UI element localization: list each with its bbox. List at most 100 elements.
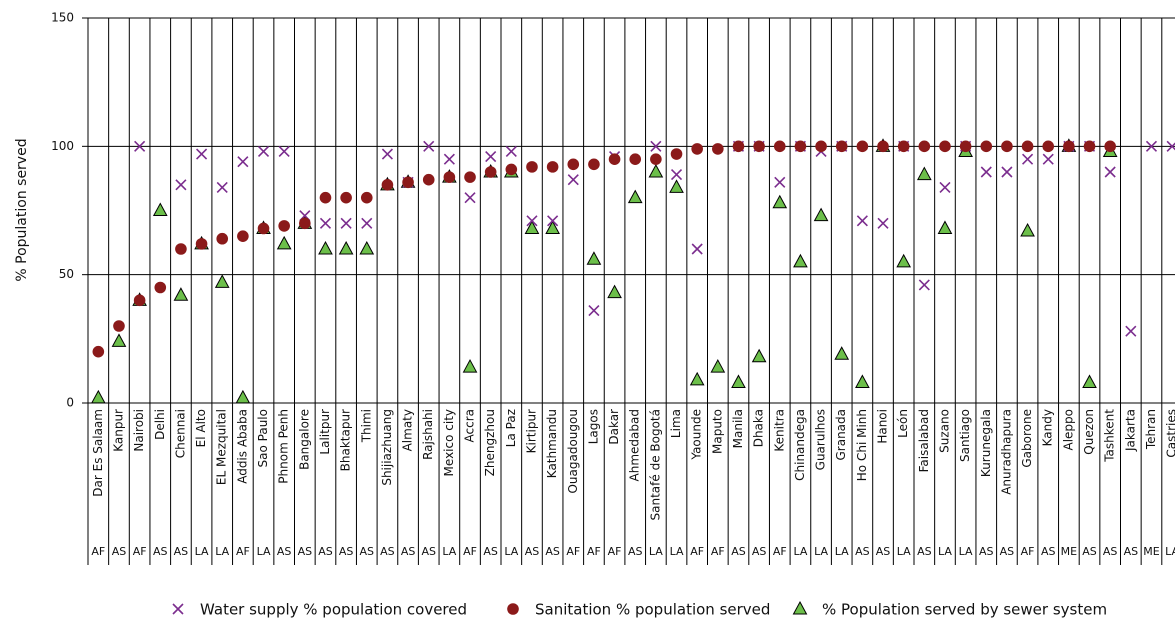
sewer-marker [462, 359, 478, 373]
water-marker [485, 151, 497, 163]
x-tick-label: Dakar [607, 409, 621, 445]
region-label: AS [1000, 545, 1015, 558]
x-tick-label: Lima [669, 409, 683, 438]
x-tick-label: Chennai [173, 409, 187, 458]
water-marker [196, 148, 208, 160]
x-tick-label: La Paz [504, 409, 518, 447]
x-tick-label: Hanoi [876, 409, 890, 444]
region-label: AS [545, 545, 560, 558]
region-label: AF [587, 545, 601, 558]
sanitation-marker [712, 143, 724, 155]
sewer-marker [916, 166, 932, 181]
region-label: LA [504, 545, 518, 558]
region-label: AS [1082, 545, 1097, 558]
sewer-marker [772, 194, 788, 209]
region-label: AS [752, 545, 767, 558]
sanitation-marker [650, 153, 662, 165]
sewer-marker [90, 389, 106, 404]
y-tick-label: 50 [59, 267, 74, 281]
x-tick-label: Kathmandu [545, 409, 559, 478]
region-label: AF [566, 545, 580, 558]
sanitation-marker [113, 320, 125, 332]
water-marker [588, 305, 600, 317]
region-label: AS [380, 545, 395, 558]
region-label: ME [1143, 545, 1159, 558]
sanitation-marker [1104, 140, 1116, 153]
water-marker [237, 156, 249, 168]
x-tick-label: Ouagadougou [566, 409, 580, 494]
water-marker [939, 181, 951, 193]
sanitation-marker [959, 140, 972, 153]
region-label: AF [133, 545, 147, 558]
sewer-marker [586, 251, 602, 265]
x-tick-label: Tashkent [1103, 409, 1117, 463]
sanitation-marker [381, 179, 394, 191]
sanitation-marker [402, 176, 414, 189]
sanitation-marker [154, 281, 167, 294]
region-label: LA [670, 545, 684, 558]
region-label: AS [401, 545, 416, 558]
water-marker [856, 215, 868, 227]
sanitation-marker [299, 217, 311, 230]
sanitation-marker [443, 171, 456, 183]
x-tick-label: Lalitpur [318, 409, 332, 455]
x-tick-label: Lagos [586, 409, 600, 444]
region-label: AS [339, 545, 354, 558]
region-label: LA [814, 545, 828, 558]
y-axis-title: % Population served [14, 138, 30, 281]
sanitation-marker [794, 140, 807, 153]
x-tick-label: Kandy [1041, 409, 1055, 446]
water-marker [361, 217, 373, 229]
x-tick-label: El Alto [194, 409, 208, 447]
sewer-marker [792, 600, 808, 615]
sanitation-marker [918, 140, 931, 153]
sewer-marker [173, 287, 189, 301]
sanitation-marker [588, 158, 600, 171]
region-label: AS [360, 545, 375, 558]
sewer-marker [276, 235, 292, 250]
sewer-marker [1082, 374, 1097, 388]
sanitation-marker [319, 191, 332, 204]
sanitation-marker [877, 140, 889, 153]
sewer-marker [793, 253, 808, 268]
water-marker [670, 169, 683, 181]
water-marker [216, 181, 228, 193]
water-marker [980, 166, 992, 178]
region-label: ME [1061, 545, 1077, 558]
x-tick-label: Thimi [359, 409, 373, 443]
water-marker [319, 217, 332, 229]
legend-label: Sanitation % population served [535, 601, 770, 619]
sanitation-marker [773, 140, 786, 153]
region-label: LA [897, 545, 911, 558]
region-label: AS [277, 545, 292, 558]
region-label: AS [1103, 545, 1118, 558]
y-tick-label: 100 [51, 139, 74, 153]
x-tick-label: Dar Es Salaam [91, 409, 105, 497]
water-marker [278, 145, 290, 158]
x-tick-label: Jakarta [1123, 409, 1137, 452]
sewer-marker [152, 202, 168, 216]
region-label: AS [525, 545, 540, 558]
region-label: LA [649, 545, 663, 558]
x-tick-label: Maputo [710, 409, 724, 454]
x-tick-label: Zhengzhou [483, 409, 497, 476]
water-marker [547, 215, 559, 227]
sewer-marker [235, 389, 251, 404]
sewer-marker [855, 374, 870, 388]
water-marker [526, 215, 538, 227]
x-tick-label: Rajshahi [421, 409, 435, 460]
sanitation-marker [257, 222, 270, 235]
x-tick-label: Almaty [401, 409, 415, 451]
sanitation-marker [1083, 140, 1096, 153]
x-tick-label: Guarulhos [814, 409, 828, 470]
x-tick-label: Addis Ababa [235, 409, 249, 484]
sanitation-marker [1042, 140, 1055, 153]
x-tick-label: Dhaka [752, 409, 766, 447]
region-label: AS [421, 545, 436, 558]
water-marker [340, 217, 352, 229]
sanitation-marker [1021, 140, 1034, 153]
x-tick-label: Faisalabad [917, 409, 931, 472]
sanitation-marker [546, 161, 559, 173]
water-marker [650, 140, 662, 152]
